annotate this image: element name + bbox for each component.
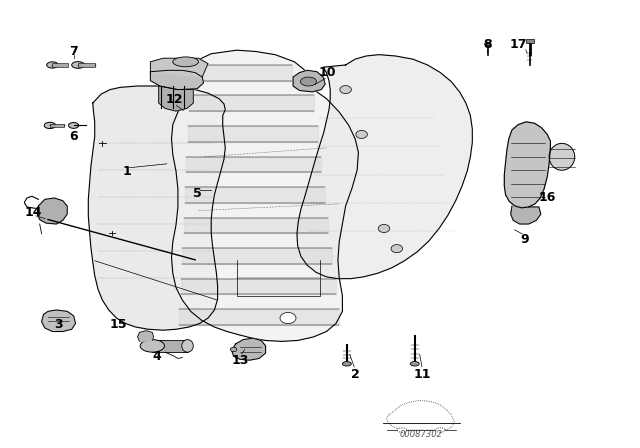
Ellipse shape <box>47 62 58 68</box>
Polygon shape <box>42 310 76 332</box>
Ellipse shape <box>484 42 491 46</box>
Polygon shape <box>511 206 541 224</box>
Ellipse shape <box>301 77 317 86</box>
Ellipse shape <box>410 362 419 366</box>
Text: 14: 14 <box>24 206 42 220</box>
Ellipse shape <box>391 245 403 253</box>
Text: 15: 15 <box>109 318 127 332</box>
Text: 5: 5 <box>193 187 202 200</box>
Polygon shape <box>172 50 358 341</box>
Text: 1: 1 <box>122 164 131 178</box>
Bar <box>78 63 95 67</box>
Polygon shape <box>150 58 208 77</box>
Text: 6: 6 <box>69 130 78 143</box>
Text: 17: 17 <box>509 38 527 52</box>
Polygon shape <box>37 198 67 224</box>
Text: 10: 10 <box>319 66 337 79</box>
Ellipse shape <box>173 57 198 67</box>
Text: 9: 9 <box>520 233 529 246</box>
Text: 13: 13 <box>231 354 249 367</box>
Ellipse shape <box>72 61 84 69</box>
Bar <box>52 63 68 67</box>
Polygon shape <box>138 331 154 341</box>
Ellipse shape <box>435 428 445 432</box>
Ellipse shape <box>68 123 79 128</box>
Ellipse shape <box>44 122 56 129</box>
Text: 4: 4 <box>152 349 161 363</box>
Polygon shape <box>504 122 550 208</box>
Text: 11: 11 <box>413 367 431 381</box>
Polygon shape <box>159 86 193 111</box>
Ellipse shape <box>549 143 575 170</box>
Polygon shape <box>88 86 225 330</box>
Text: 2: 2 <box>351 367 360 381</box>
Polygon shape <box>150 70 204 90</box>
Polygon shape <box>232 338 266 360</box>
Ellipse shape <box>378 224 390 233</box>
Text: 3: 3 <box>54 318 63 332</box>
Bar <box>152 340 188 352</box>
Bar <box>50 124 64 127</box>
Ellipse shape <box>340 86 351 94</box>
Polygon shape <box>293 70 325 92</box>
Ellipse shape <box>230 347 237 352</box>
Polygon shape <box>297 55 472 279</box>
Text: 16: 16 <box>538 190 556 204</box>
Bar <box>526 39 534 43</box>
Ellipse shape <box>182 340 193 352</box>
Text: 00087302: 00087302 <box>399 430 443 439</box>
Ellipse shape <box>140 340 164 352</box>
Ellipse shape <box>280 313 296 323</box>
Text: 12: 12 <box>165 93 183 106</box>
Text: 7: 7 <box>69 45 78 58</box>
Text: 8: 8 <box>483 38 492 52</box>
Ellipse shape <box>397 428 407 432</box>
Ellipse shape <box>342 362 351 366</box>
Ellipse shape <box>356 130 367 138</box>
